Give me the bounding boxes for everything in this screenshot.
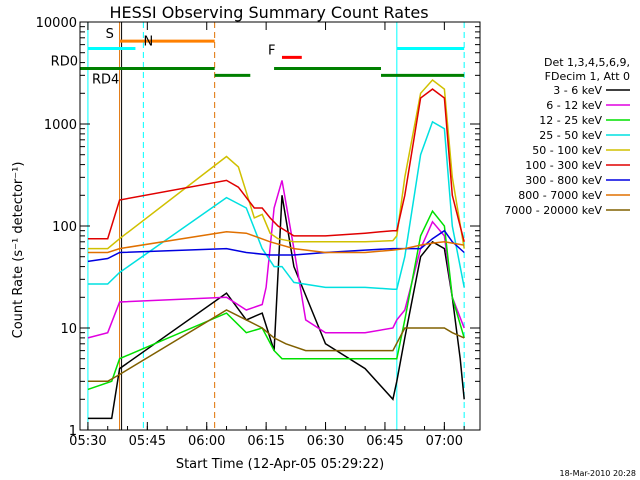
series-line-0	[87, 195, 465, 420]
legend-entry-8: 7000 - 20000 keV	[504, 204, 602, 217]
flag-label-s: S	[106, 27, 114, 42]
flag-label-rd4: RD4	[92, 72, 119, 87]
y-tick-label-0: 1	[69, 424, 77, 439]
y-tick-label-1: 10	[60, 322, 77, 337]
series-line-6	[87, 229, 465, 263]
series-line-4	[87, 78, 465, 250]
x-tick-label-5: 06:45	[366, 434, 403, 449]
time-markers	[87, 22, 465, 430]
y-tick-label-2: 100	[52, 220, 77, 235]
x-tick-label-1: 05:45	[129, 434, 166, 449]
series-line-8	[87, 309, 465, 383]
flag-bars: S N F RD0 RD4	[51, 27, 465, 87]
legend-entry-3: 25 - 50 keV	[539, 129, 602, 142]
y-tick-label-3: 1000	[44, 118, 77, 133]
x-tick-label-0: 05:30	[69, 434, 106, 449]
series-line-7	[87, 230, 465, 254]
legend-header-0: Det 1,3,4,5,6,9,	[544, 56, 630, 69]
series-line-2	[87, 209, 465, 391]
legend-entry-6: 300 - 800 keV	[525, 174, 602, 187]
legend-entry-1: 6 - 12 keV	[546, 99, 602, 112]
series-lines	[87, 78, 465, 420]
x-tick-label-4: 06:30	[307, 434, 344, 449]
series-line-3	[87, 120, 465, 290]
legend-entry-4: 50 - 100 keV	[532, 144, 602, 157]
x-tick-label-3: 06:15	[247, 434, 284, 449]
flag-label-f: F	[268, 43, 275, 58]
legend-entry-7: 800 - 7000 keV	[518, 189, 602, 202]
footer-timestamp: 18-Mar-2010 20:28	[560, 469, 637, 478]
legend-entry-2: 12 - 25 keV	[539, 114, 602, 127]
x-tick-label-6: 07:00	[426, 434, 463, 449]
flag-label-n: N	[143, 34, 153, 49]
x-tick-label-2: 06:00	[188, 434, 225, 449]
series-line-1	[87, 180, 465, 339]
legend-entry-5: 100 - 300 keV	[525, 159, 602, 172]
legend-entry-0: 3 - 6 keV	[553, 84, 602, 97]
legend-header-1: FDecim 1, Att 0	[545, 70, 630, 83]
x-axis: 05:30 05:45 06:00 06:15 06:30 06:45 07:00	[69, 22, 465, 449]
series-line-5	[87, 88, 465, 242]
y-tick-label-4: 10000	[36, 16, 77, 31]
chart-title: HESSI Observing Summary Count Rates	[109, 3, 428, 22]
flag-label-rd0: RD0	[51, 55, 78, 70]
y-axis: 1 10 100 1000 10000	[36, 16, 480, 439]
x-axis-label: Start Time (12-Apr-05 05:29:22)	[176, 457, 384, 472]
y-axis-label: Count Rate (s⁻¹ detector⁻¹)	[11, 162, 26, 339]
legend: Det 1,3,4,5,6,9,FDecim 1, Att 03 - 6 keV…	[504, 56, 630, 217]
